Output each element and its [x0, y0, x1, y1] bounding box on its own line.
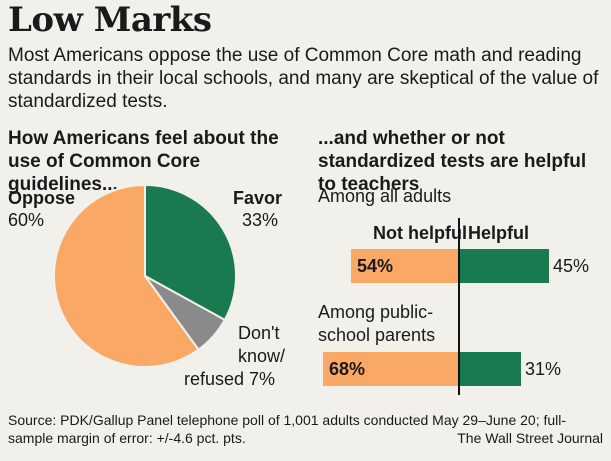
group2-label-line2: school parents: [318, 325, 436, 345]
bar-not-helpful-label-2: 68%: [329, 359, 366, 379]
helpful-header: Helpful: [468, 223, 529, 243]
bar-not-helpful-1: [351, 249, 459, 283]
bar-helpful-label-1: 45%: [553, 256, 590, 276]
bar-title: ...and whether or not standardized tests…: [318, 128, 587, 195]
oppose-value: 60%: [8, 210, 45, 230]
source-note: Source: PDK/Gallup Panel telephone poll …: [8, 412, 567, 446]
group2-label-line1: Among public-: [318, 302, 434, 322]
oppose-label: Oppose: [8, 188, 76, 208]
favor-label: Favor: [233, 188, 283, 208]
bar-not-helpful-2: [323, 352, 459, 386]
bar-not-helpful-label-1: 54%: [357, 256, 394, 276]
group1-label: Among all adults: [318, 186, 452, 206]
pie-title: How Americans feel about the use of Comm…: [8, 128, 279, 195]
pie-slice-favor: [144, 183, 237, 322]
dk-label-line1: Don't: [238, 323, 280, 343]
not-helpful-header: Not helpful: [373, 223, 467, 243]
dk-label-line3: refused 7%: [184, 369, 276, 389]
pie-slice-oppose: [53, 183, 200, 368]
favor-value: 33%: [242, 210, 279, 230]
credit: The Wall Street Journal: [457, 430, 603, 446]
chart-title: Low Marks: [8, 0, 212, 40]
zero-axis-line: [458, 218, 460, 395]
chart-subtitle: Most Americans oppose the use of Common …: [8, 45, 599, 112]
bar-helpful-1: [459, 249, 549, 283]
dk-label-line2: know/: [238, 346, 286, 366]
bar-helpful-label-2: 31%: [525, 359, 562, 379]
bar-helpful-2: [459, 352, 521, 386]
